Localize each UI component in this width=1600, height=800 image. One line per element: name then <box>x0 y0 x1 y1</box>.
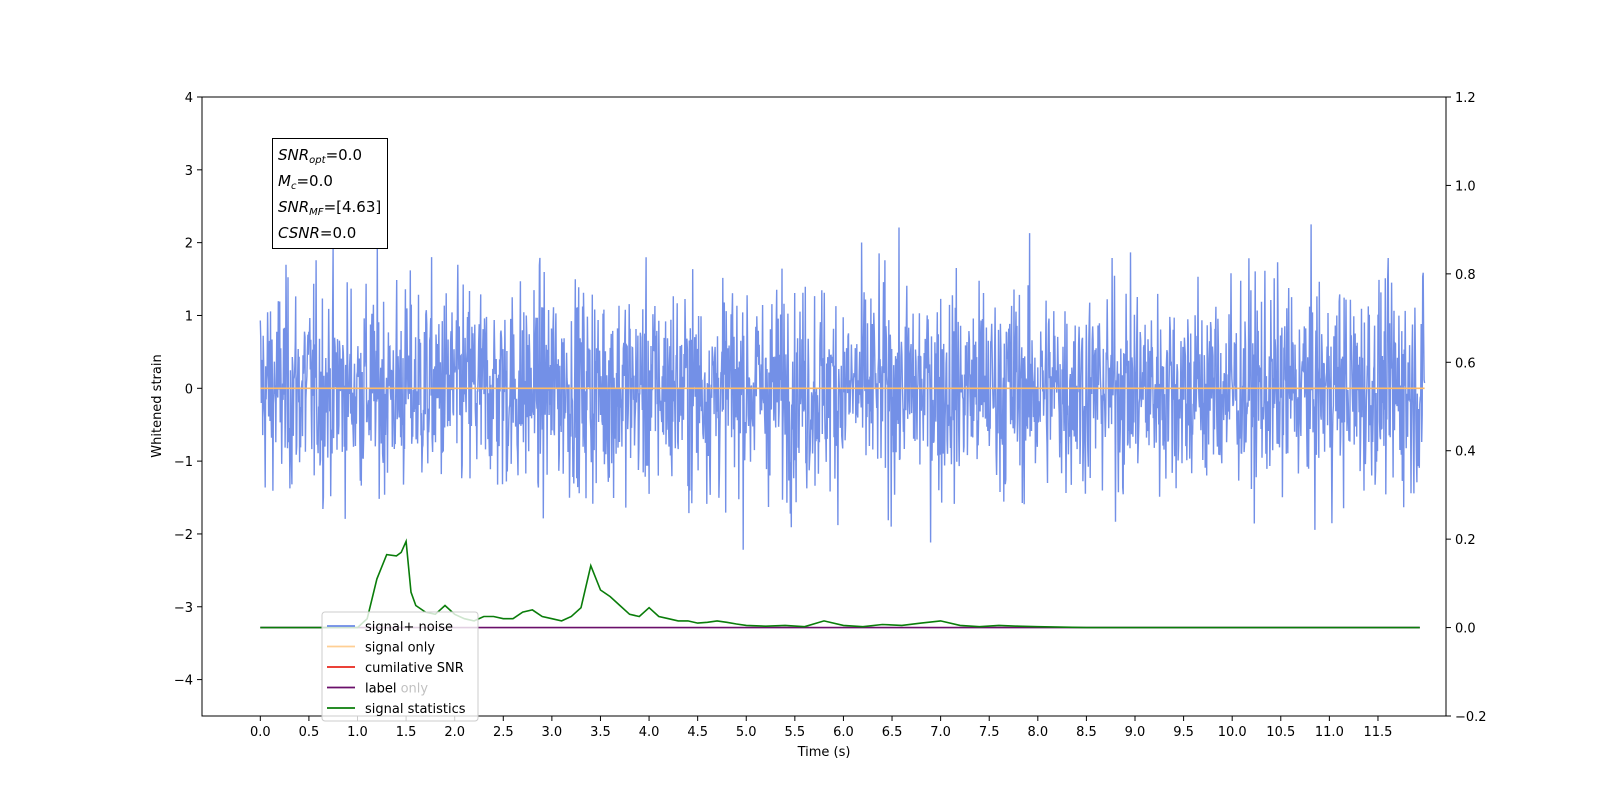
x-tick-label: 4.0 <box>639 725 660 740</box>
legend-label: signal statistics <box>365 702 466 717</box>
x-tick-label: 10.0 <box>1218 725 1247 740</box>
legend-label: cumilative SNR <box>365 661 464 676</box>
x-tick-label: 11.5 <box>1363 725 1392 740</box>
signal-statistics-line <box>260 538 1420 629</box>
x-tick-label: 8.0 <box>1027 725 1048 740</box>
legend-label-ghost: label only <box>365 682 428 697</box>
annotation-box: SNRopt=0.0 Mc=0.0 SNRMF=[4.63] CSNR=0.0 <box>272 138 389 249</box>
x-tick-label: 1.0 <box>347 725 368 740</box>
x-tick-label: 2.0 <box>444 725 465 740</box>
x-tick-label: 11.0 <box>1315 725 1344 740</box>
annotation-snr-opt: SNRopt=0.0 <box>278 146 362 166</box>
y-tick-label: −3 <box>174 601 193 616</box>
y-tick-label: 1 <box>185 309 193 324</box>
x-tick-label: 5.5 <box>785 725 806 740</box>
y-tick-label: −1 <box>174 455 193 470</box>
legend: signal+ noise signal only cumilative SNR la… <box>321 611 479 722</box>
annotation-mc: Mc=0.0 <box>278 172 333 192</box>
signal-noise-line <box>259 224 1426 550</box>
x-tick-label: 6.5 <box>882 725 903 740</box>
y2-tick-label: 1.0 <box>1455 179 1476 194</box>
y-axis-label: Whitened strain <box>150 354 165 457</box>
x-tick-label: 10.5 <box>1266 725 1295 740</box>
y2-tick-label: 0.8 <box>1455 268 1476 283</box>
x-axis-label: Time (s) <box>797 745 851 760</box>
y-tick-label: 2 <box>185 237 193 252</box>
annotation-snr-mf: SNRMF=[4.63] <box>278 198 382 218</box>
x-tick-label: 7.5 <box>979 725 1000 740</box>
x-tick-label: 3.5 <box>590 725 611 740</box>
legend-label: label <box>365 682 396 697</box>
y2-tick-label: 0.6 <box>1455 356 1476 371</box>
axes-layer: 0.0 0.5 1.0 1.5 2.0 2.5 3.0 3.5 4.0 4.5 5.0 5.5 6.0 6… <box>174 91 1487 740</box>
y2-tick-label: 1.2 <box>1455 91 1476 106</box>
legend-label: signal only <box>365 641 435 656</box>
y2-tick-label: 0.2 <box>1455 533 1476 548</box>
x-tick-label: 4.5 <box>687 725 708 740</box>
x-tick-label: 9.0 <box>1125 725 1146 740</box>
y-tick-label: 0 <box>185 382 193 397</box>
legend-label: signal+ noise <box>365 620 453 635</box>
x-tick-label: 6.0 <box>833 725 854 740</box>
x-tick-label: 7.0 <box>930 725 951 740</box>
signal-noise-series <box>259 224 1426 550</box>
x-tick-label: 3.0 <box>542 725 563 740</box>
y2-tick-label: −0.2 <box>1455 710 1487 725</box>
x-tick-label: 8.5 <box>1076 725 1097 740</box>
plot-frame <box>201 96 1447 717</box>
y-tick-label: 3 <box>185 164 193 179</box>
x-tick-label: 0.5 <box>299 725 320 740</box>
x-tick-label: 5.0 <box>736 725 757 740</box>
annotation-csnr: CSNR=0.0 <box>278 224 357 242</box>
y2-tick-label: 0.4 <box>1455 445 1476 460</box>
x-tick-label: 2.5 <box>493 725 514 740</box>
x-tick-label: 0.0 <box>250 725 271 740</box>
y-tick-label: 4 <box>185 91 193 106</box>
x-tick-label: 1.5 <box>396 725 417 740</box>
y-tick-label: −4 <box>174 674 193 689</box>
x-tick-label: 9.5 <box>1173 725 1194 740</box>
y2-tick-label: 0.0 <box>1455 622 1476 637</box>
legend-box <box>321 611 479 722</box>
y-tick-label: −2 <box>174 528 193 543</box>
